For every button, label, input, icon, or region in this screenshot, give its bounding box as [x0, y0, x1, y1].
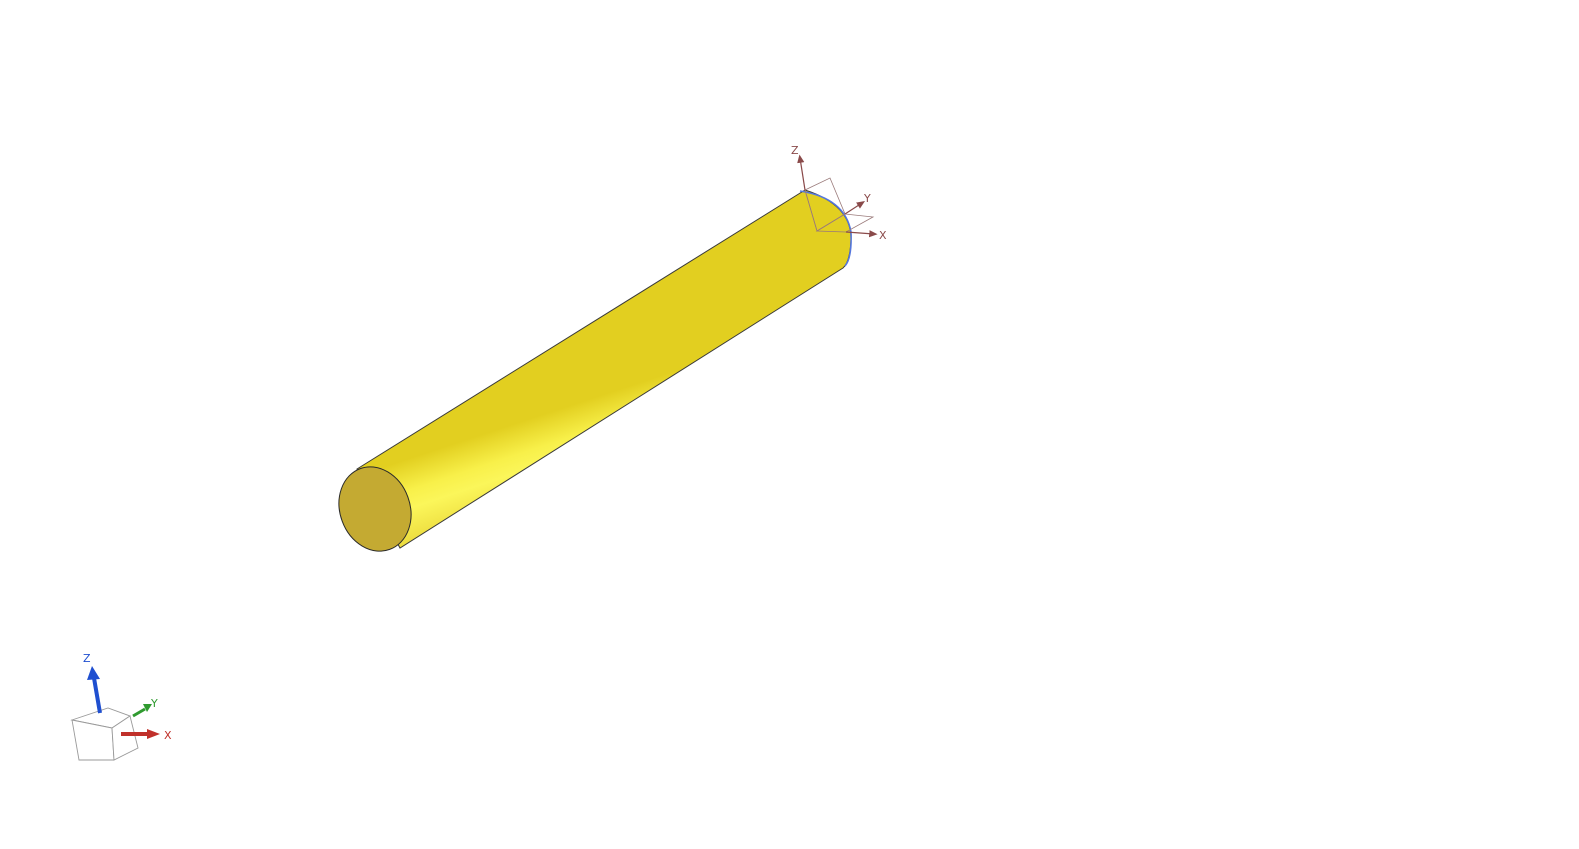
triad-z-label: Z: [83, 652, 91, 665]
triad-cube: [70, 707, 139, 761]
triad-z-axis: [92, 677, 102, 714]
triad-y-arrowhead: [143, 704, 152, 712]
triad-x-label: X: [164, 729, 172, 742]
cylinder-model[interactable]: [327, 189, 852, 562]
csys-z-label: Z: [791, 144, 799, 157]
cylinder-body[interactable]: [356, 189, 852, 549]
triad-x-arrowhead: [147, 729, 160, 739]
csys-z-axis: [797, 154, 806, 191]
triad-y-label: Y: [150, 697, 158, 710]
csys-y-axis: [844, 201, 866, 215]
csys-y-label: Y: [863, 192, 871, 205]
part-coordinate-system[interactable]: Z Y X: [791, 144, 887, 242]
triad-z-arrowhead: [87, 666, 100, 680]
cylinder-end-cap[interactable]: [327, 457, 422, 562]
triad-y-axis: [132, 707, 146, 718]
view-triad[interactable]: Z Y X: [70, 652, 172, 761]
csys-x-axis: [845, 230, 878, 238]
csys-x-label: X: [879, 229, 887, 242]
